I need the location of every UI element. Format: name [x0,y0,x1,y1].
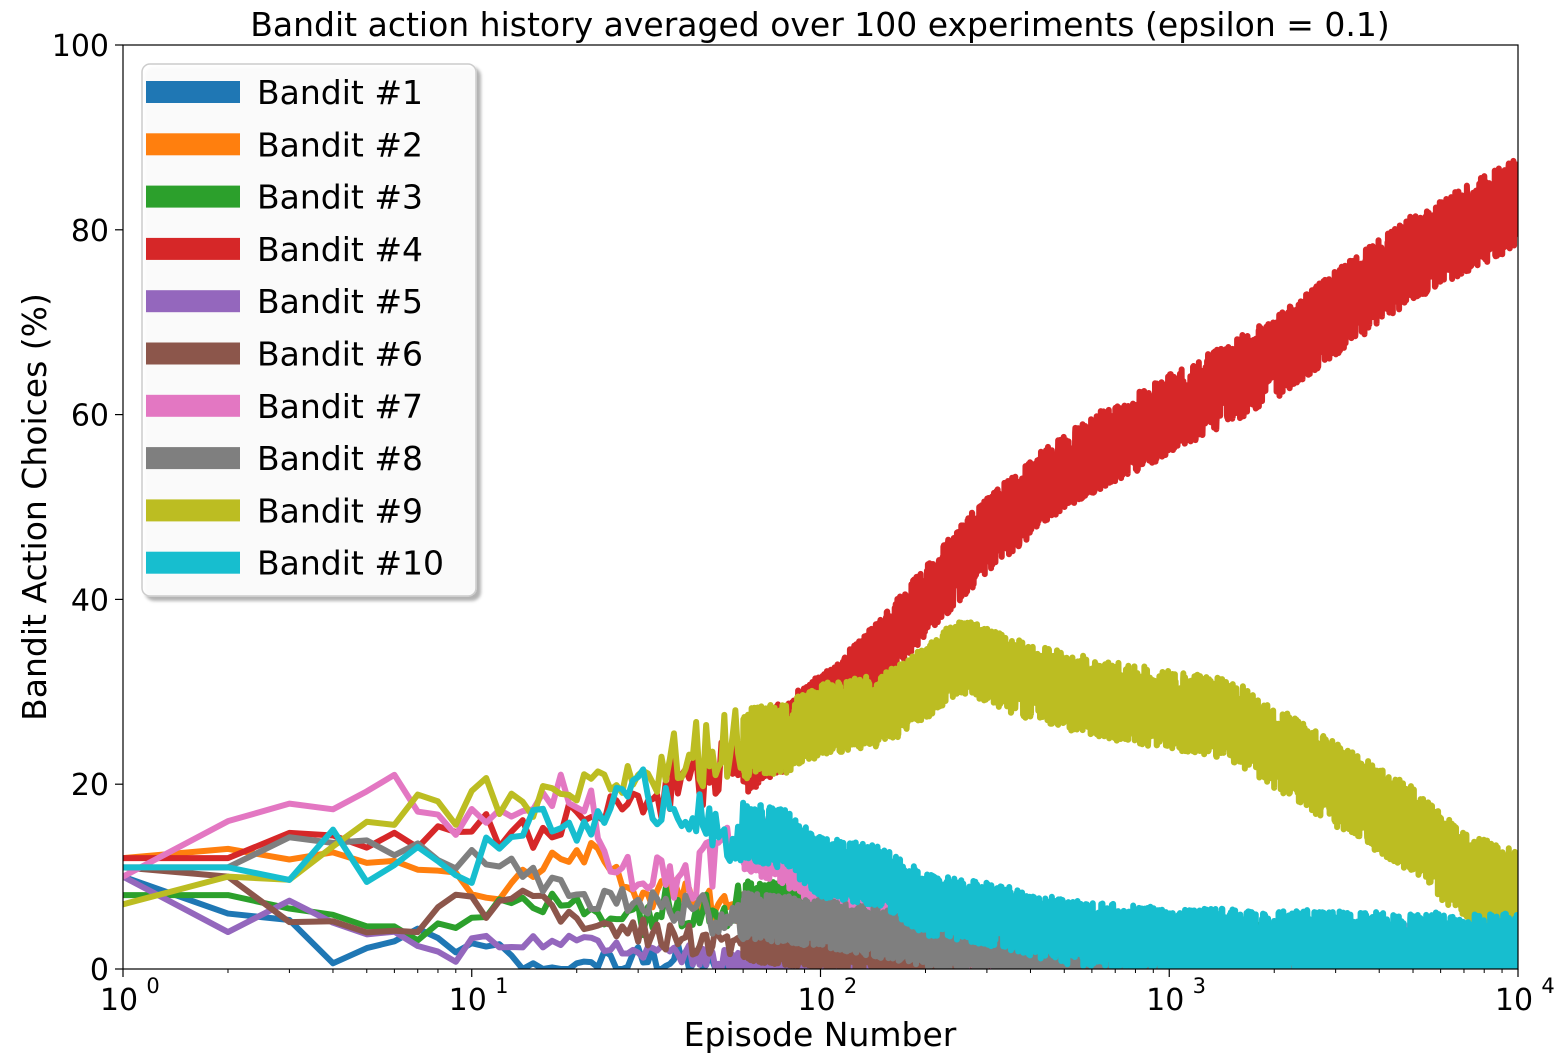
x-tick-exponent: 1 [495,974,508,998]
legend-swatch [146,237,240,260]
legend-label: Bandit #4 [257,230,423,269]
legend-label: Bandit #10 [257,544,444,583]
legend-label: Bandit #2 [257,125,423,164]
legend-swatch [146,185,240,208]
legend-label: Bandit #8 [257,439,423,478]
legend-swatch [146,290,240,313]
legend: Bandit #1 Bandit #2 Bandit #3 Bandit #4 Band… [141,63,477,597]
legend-swatch [146,394,240,417]
legend-swatch [146,499,240,522]
legend-label: Bandit #9 [257,491,423,530]
x-tick-label: 10 [1495,983,1533,1018]
legend-swatch [146,81,240,103]
legend-swatch [146,447,240,470]
legend-label: Bandit #5 [257,282,423,321]
legend-label: Bandit #1 [257,73,423,112]
y-tick-label: 40 [71,583,109,618]
y-tick-label: 100 [52,29,109,64]
x-tick-label: 10 [797,983,835,1018]
y-tick-label: 0 [90,953,109,988]
legend-label: Bandit #3 [257,178,423,217]
series-layer [123,157,1518,969]
legend-swatch [146,551,240,574]
series-line-9 [123,619,1518,939]
x-tick-exponent: 4 [1541,974,1554,998]
x-tick-label: 10 [100,983,138,1018]
x-tick-label: 10 [449,983,487,1018]
series-line-4 [123,157,1518,862]
y-tick-label: 80 [71,214,109,249]
x-tick-exponent: 2 [844,974,857,998]
x-tick-label: 10 [1146,983,1184,1018]
x-tick-exponent: 0 [146,974,159,998]
y-tick-label: 60 [71,399,109,434]
y-axis-label: Bandit Action Choices (%) [15,293,54,721]
legend-swatch [146,342,240,365]
x-axis-label: Episode Number [684,1015,957,1054]
legend-swatch [146,133,240,156]
legend-label: Bandit #7 [257,387,423,426]
legend-label: Bandit #6 [257,335,423,374]
series-line-10 [123,766,1518,969]
y-tick-label: 20 [71,768,109,803]
chart-title: Bandit action history averaged over 100 … [250,5,1389,44]
x-tick-exponent: 3 [1193,974,1206,998]
